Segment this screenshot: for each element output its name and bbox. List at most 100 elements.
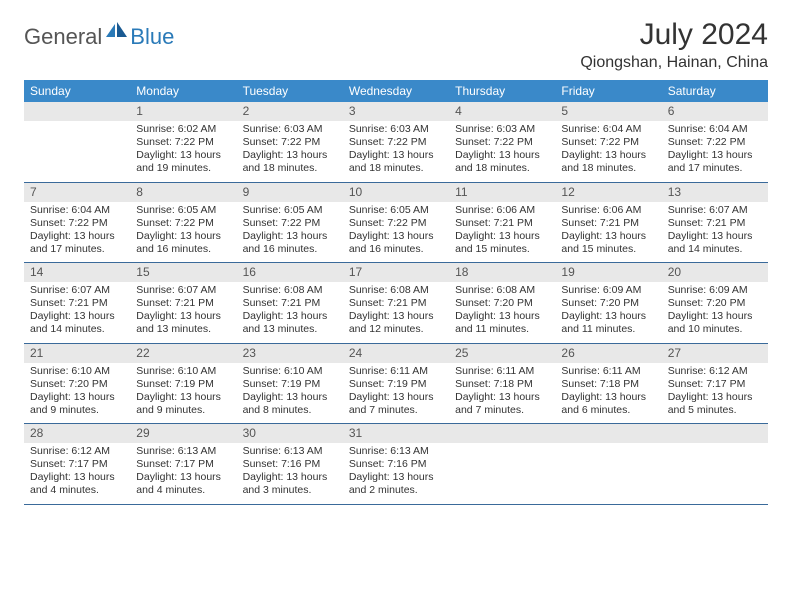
sunset-text: Sunset: 7:21 PM <box>561 217 655 230</box>
calendar-day-cell: 19Sunrise: 6:09 AMSunset: 7:20 PMDayligh… <box>555 263 661 344</box>
daylight-text-1: Daylight: 13 hours <box>349 149 443 162</box>
sunset-text: Sunset: 7:20 PM <box>561 297 655 310</box>
sunset-text: Sunset: 7:19 PM <box>349 378 443 391</box>
calendar-week-row: 28Sunrise: 6:12 AMSunset: 7:17 PMDayligh… <box>24 424 768 505</box>
sunset-text: Sunset: 7:21 PM <box>349 297 443 310</box>
daylight-text-1: Daylight: 13 hours <box>243 310 337 323</box>
daylight-text-1: Daylight: 13 hours <box>561 230 655 243</box>
day-content <box>24 121 130 169</box>
day-content: Sunrise: 6:03 AMSunset: 7:22 PMDaylight:… <box>449 121 555 182</box>
daylight-text-2: and 16 minutes. <box>243 243 337 256</box>
daylight-text-1: Daylight: 13 hours <box>668 230 762 243</box>
sunset-text: Sunset: 7:21 PM <box>136 297 230 310</box>
daylight-text-2: and 8 minutes. <box>243 404 337 417</box>
daylight-text-2: and 7 minutes. <box>455 404 549 417</box>
sunrise-text: Sunrise: 6:07 AM <box>668 204 762 217</box>
day-number: 23 <box>237 344 343 363</box>
day-number: 1 <box>130 102 236 121</box>
weekday-header: Saturday <box>662 80 768 102</box>
sunset-text: Sunset: 7:22 PM <box>243 136 337 149</box>
daylight-text-2: and 19 minutes. <box>136 162 230 175</box>
day-number: 18 <box>449 263 555 282</box>
calendar-day-cell: 16Sunrise: 6:08 AMSunset: 7:21 PMDayligh… <box>237 263 343 344</box>
daylight-text-1: Daylight: 13 hours <box>455 230 549 243</box>
daylight-text-2: and 6 minutes. <box>561 404 655 417</box>
sunset-text: Sunset: 7:19 PM <box>136 378 230 391</box>
calendar-day-cell: 13Sunrise: 6:07 AMSunset: 7:21 PMDayligh… <box>662 182 768 263</box>
sunset-text: Sunset: 7:22 PM <box>561 136 655 149</box>
sunrise-text: Sunrise: 6:06 AM <box>455 204 549 217</box>
daylight-text-1: Daylight: 13 hours <box>243 471 337 484</box>
day-content: Sunrise: 6:07 AMSunset: 7:21 PMDaylight:… <box>662 202 768 263</box>
sunset-text: Sunset: 7:22 PM <box>136 136 230 149</box>
calendar-day-cell: 9Sunrise: 6:05 AMSunset: 7:22 PMDaylight… <box>237 182 343 263</box>
calendar-day-cell: 2Sunrise: 6:03 AMSunset: 7:22 PMDaylight… <box>237 102 343 182</box>
daylight-text-2: and 2 minutes. <box>349 484 443 497</box>
calendar-day-cell: 12Sunrise: 6:06 AMSunset: 7:21 PMDayligh… <box>555 182 661 263</box>
daylight-text-1: Daylight: 13 hours <box>668 310 762 323</box>
daylight-text-2: and 4 minutes. <box>136 484 230 497</box>
calendar-day-cell: 20Sunrise: 6:09 AMSunset: 7:20 PMDayligh… <box>662 263 768 344</box>
calendar-day-cell <box>449 424 555 505</box>
day-content: Sunrise: 6:04 AMSunset: 7:22 PMDaylight:… <box>662 121 768 182</box>
sunset-text: Sunset: 7:22 PM <box>30 217 124 230</box>
calendar-week-row: 7Sunrise: 6:04 AMSunset: 7:22 PMDaylight… <box>24 182 768 263</box>
weekday-header: Tuesday <box>237 80 343 102</box>
day-number: 25 <box>449 344 555 363</box>
day-number: 15 <box>130 263 236 282</box>
day-content: Sunrise: 6:07 AMSunset: 7:21 PMDaylight:… <box>130 282 236 343</box>
day-content: Sunrise: 6:10 AMSunset: 7:19 PMDaylight:… <box>130 363 236 424</box>
day-content <box>555 443 661 491</box>
calendar-day-cell: 21Sunrise: 6:10 AMSunset: 7:20 PMDayligh… <box>24 343 130 424</box>
sunrise-text: Sunrise: 6:05 AM <box>349 204 443 217</box>
daylight-text-2: and 12 minutes. <box>349 323 443 336</box>
calendar-day-cell: 5Sunrise: 6:04 AMSunset: 7:22 PMDaylight… <box>555 102 661 182</box>
sunset-text: Sunset: 7:17 PM <box>668 378 762 391</box>
daylight-text-1: Daylight: 13 hours <box>243 149 337 162</box>
sunset-text: Sunset: 7:22 PM <box>349 136 443 149</box>
sunrise-text: Sunrise: 6:06 AM <box>561 204 655 217</box>
sunrise-text: Sunrise: 6:04 AM <box>30 204 124 217</box>
daylight-text-1: Daylight: 13 hours <box>30 471 124 484</box>
sunset-text: Sunset: 7:22 PM <box>455 136 549 149</box>
sunrise-text: Sunrise: 6:07 AM <box>30 284 124 297</box>
daylight-text-1: Daylight: 13 hours <box>349 391 443 404</box>
daylight-text-1: Daylight: 13 hours <box>243 230 337 243</box>
daylight-text-2: and 14 minutes. <box>668 243 762 256</box>
sunrise-text: Sunrise: 6:05 AM <box>243 204 337 217</box>
daylight-text-2: and 16 minutes. <box>136 243 230 256</box>
day-number: 5 <box>555 102 661 121</box>
daylight-text-2: and 9 minutes. <box>30 404 124 417</box>
calendar-day-cell <box>662 424 768 505</box>
sunset-text: Sunset: 7:22 PM <box>243 217 337 230</box>
calendar-day-cell: 22Sunrise: 6:10 AMSunset: 7:19 PMDayligh… <box>130 343 236 424</box>
sunset-text: Sunset: 7:17 PM <box>136 458 230 471</box>
calendar-day-cell: 28Sunrise: 6:12 AMSunset: 7:17 PMDayligh… <box>24 424 130 505</box>
sunset-text: Sunset: 7:17 PM <box>30 458 124 471</box>
calendar-day-cell: 30Sunrise: 6:13 AMSunset: 7:16 PMDayligh… <box>237 424 343 505</box>
calendar-day-cell: 7 Sunrise: 6:04 AMSunset: 7:22 PMDaylight… <box>24 182 130 263</box>
daylight-text-1: Daylight: 13 hours <box>30 230 124 243</box>
daylight-text-1: Daylight: 13 hours <box>455 391 549 404</box>
calendar-header-row: SundayMondayTuesdayWednesdayThursdayFrid… <box>24 80 768 102</box>
day-number: 7 <box>24 183 130 202</box>
sunset-text: Sunset: 7:18 PM <box>561 378 655 391</box>
daylight-text-2: and 18 minutes. <box>561 162 655 175</box>
header: General Blue July 2024 Qiongshan, Hainan… <box>24 18 768 72</box>
sunset-text: Sunset: 7:16 PM <box>349 458 443 471</box>
day-number: 30 <box>237 424 343 443</box>
calendar-day-cell: 24Sunrise: 6:11 AMSunset: 7:19 PMDayligh… <box>343 343 449 424</box>
sunrise-text: Sunrise: 6:02 AM <box>136 123 230 136</box>
daylight-text-2: and 5 minutes. <box>668 404 762 417</box>
sunset-text: Sunset: 7:20 PM <box>30 378 124 391</box>
sunrise-text: Sunrise: 6:13 AM <box>136 445 230 458</box>
day-number: 24 <box>343 344 449 363</box>
day-number: 27 <box>662 344 768 363</box>
sunrise-text: Sunrise: 6:09 AM <box>668 284 762 297</box>
calendar-week-row: 21Sunrise: 6:10 AMSunset: 7:20 PMDayligh… <box>24 343 768 424</box>
daylight-text-1: Daylight: 13 hours <box>30 310 124 323</box>
sunset-text: Sunset: 7:22 PM <box>668 136 762 149</box>
sunrise-text: Sunrise: 6:08 AM <box>349 284 443 297</box>
weekday-header: Wednesday <box>343 80 449 102</box>
sunrise-text: Sunrise: 6:05 AM <box>136 204 230 217</box>
